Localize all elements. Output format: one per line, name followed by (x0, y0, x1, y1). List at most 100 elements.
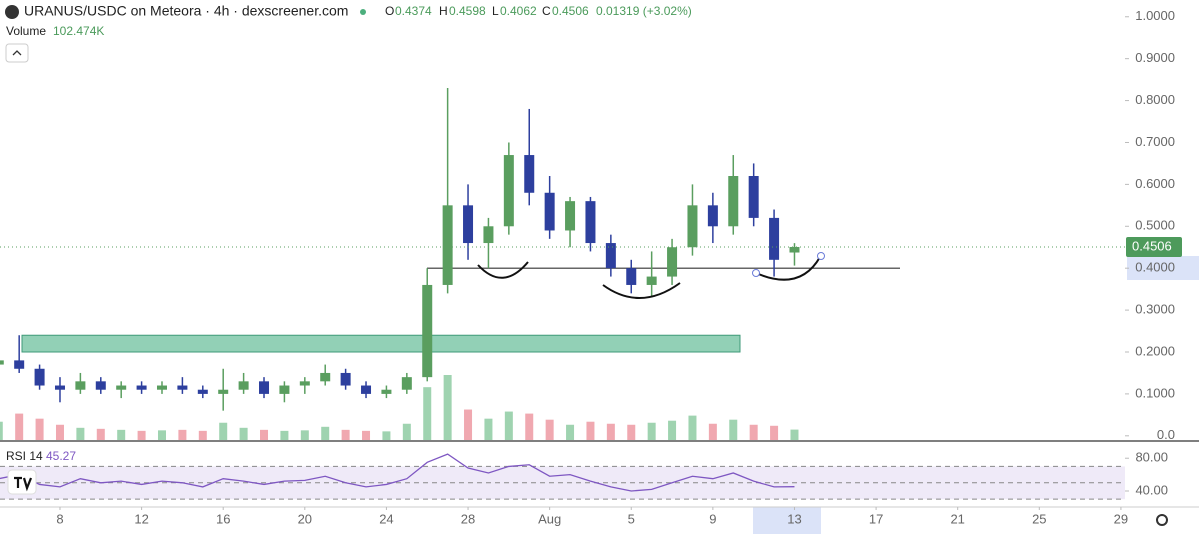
volume-bar (198, 430, 207, 440)
candle-body (14, 360, 25, 369)
y-tick-label: 0.4000 (1135, 260, 1175, 275)
x-tick-label: 25 (1032, 511, 1046, 526)
candle-body (197, 389, 208, 394)
volume-bar (321, 426, 330, 440)
x-tick-label: 17 (869, 511, 883, 526)
change: 0.01319 (+3.02%) (596, 4, 692, 18)
candle-body (687, 205, 698, 248)
candle-body (299, 381, 310, 386)
volume-bar (729, 419, 738, 440)
candle-body (544, 192, 555, 231)
volume-bar (382, 431, 391, 440)
volume-bar (35, 418, 44, 440)
candle-body (401, 377, 412, 390)
volume-bar (402, 423, 411, 440)
volume-bar (219, 422, 228, 440)
volume-bar (157, 430, 166, 440)
volume-bar (545, 419, 554, 440)
candle-body (279, 385, 290, 394)
y-tick-label: 0.6000 (1135, 176, 1175, 191)
volume-bar (627, 424, 636, 440)
candle-body (585, 201, 596, 244)
candle-body (177, 385, 188, 390)
tv-logo (7, 469, 37, 495)
ohlc-value: 0.4374 (395, 4, 432, 18)
ohlc-label: L (492, 4, 499, 18)
x-tick-label: 13 (787, 511, 801, 526)
volume-bar (0, 421, 3, 440)
candle-body (442, 205, 453, 285)
rsi-value: 45.27 (46, 449, 76, 463)
candle-body (605, 243, 616, 269)
candle-body (218, 389, 229, 394)
x-tick-label: 24 (379, 511, 393, 526)
candle-body (238, 381, 249, 390)
rsi-tick-label: 80.00 (1135, 450, 1168, 465)
candle-body (259, 381, 270, 394)
candle-body (340, 372, 351, 386)
volume-bar (504, 411, 513, 440)
volume-bar (668, 420, 677, 440)
candle-body (75, 381, 86, 390)
volume-bar (525, 413, 534, 440)
ohlc-label: O (385, 4, 394, 18)
volume-bar (341, 429, 350, 440)
x-tick-label: 9 (709, 511, 716, 526)
candle-body (95, 381, 106, 390)
rsi-line (0, 453, 795, 492)
volume-bar (606, 423, 615, 440)
volume-bar (117, 429, 126, 440)
volume-value: 102.474K (53, 24, 104, 38)
volume-bar (484, 418, 493, 440)
price-label-box (1126, 236, 1182, 257)
tv-logo-mark (14, 476, 33, 492)
volume-bar (280, 430, 289, 440)
axis-highlight (1127, 256, 1199, 280)
candle-body (646, 276, 657, 285)
candle-body (361, 385, 372, 394)
settings-button[interactable] (1156, 514, 1168, 526)
candle-body (626, 268, 637, 285)
ohlc-label: C (542, 4, 551, 18)
candle-body (381, 389, 392, 394)
arc-annotation (477, 261, 529, 279)
candle-body (748, 176, 759, 218)
price-label: 0.4506 (1132, 238, 1172, 253)
x-tick-label: 16 (216, 511, 230, 526)
chart-title: URANUS/USDC on Meteora · 4h · dexscreene… (24, 3, 348, 19)
candle-body (707, 205, 718, 227)
collapse-button[interactable] (5, 43, 29, 63)
y-tick-label: 0.3000 (1135, 302, 1175, 317)
volume-bar (423, 387, 432, 440)
candle-body (320, 372, 331, 382)
arc-annotation (602, 282, 681, 299)
x-tick-label: 8 (56, 511, 63, 526)
arc-handle (817, 252, 825, 260)
candle-body (54, 385, 65, 390)
x-tick-label: Aug (538, 511, 561, 526)
volume-bar (15, 413, 24, 440)
collapse-icon (12, 50, 22, 56)
rsi-label: RSI 14 (6, 449, 43, 463)
candle-body (156, 385, 167, 390)
arc-annotation (755, 256, 821, 281)
volume-bar (770, 425, 779, 440)
candle-body (789, 246, 800, 253)
candle-body (728, 176, 739, 227)
volume-bar (260, 429, 269, 440)
candle-body (769, 217, 780, 260)
zone (21, 334, 741, 353)
volume-bar (647, 422, 656, 440)
y-tick-label: 1.0000 (1135, 8, 1175, 23)
y-tick-label: 0.0 (1157, 427, 1175, 442)
ohlc-value: 0.4506 (552, 4, 589, 18)
volume-bar (464, 409, 473, 440)
volume-bar (239, 427, 248, 440)
volume-bar (708, 423, 717, 440)
volume-bar (749, 424, 758, 440)
volume-bar (566, 424, 575, 440)
volume-bar (790, 429, 799, 440)
candle-body (524, 155, 535, 193)
